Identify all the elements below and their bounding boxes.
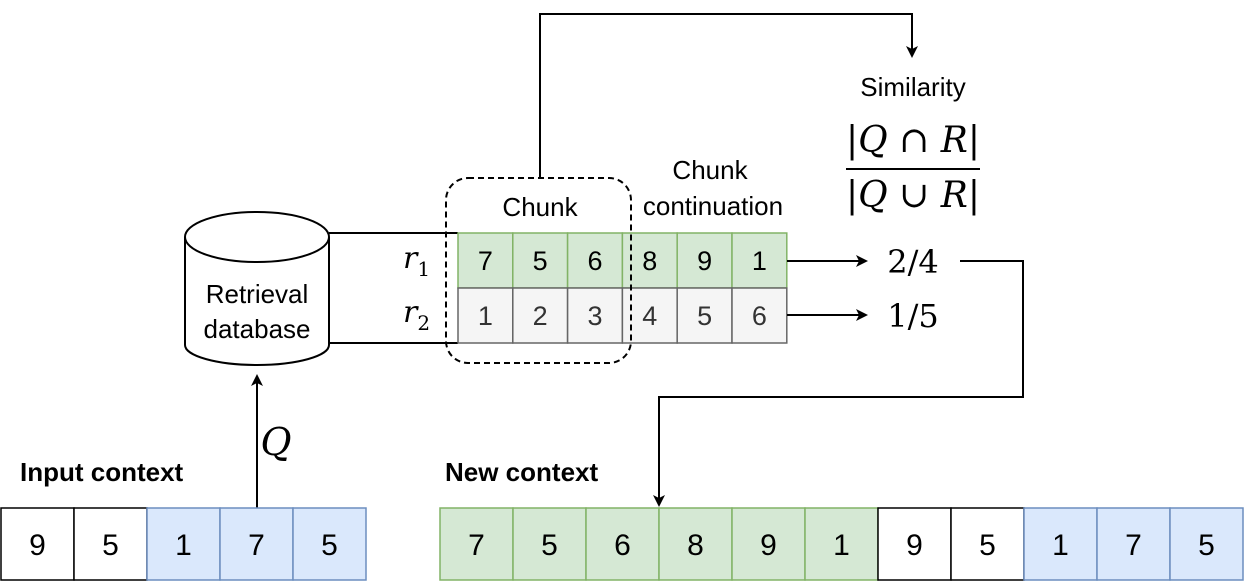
new-context-tokens: 7 5 6 8 9 1 9 5 1 7 5	[439, 507, 1244, 581]
input-token: 9	[0, 507, 75, 581]
input-token: 5	[292, 507, 367, 581]
token-value: 6	[752, 301, 767, 331]
token-value: 7	[1125, 529, 1142, 562]
token-value: 1	[478, 301, 493, 331]
similarity-numerator: |Q ∩ R|	[846, 120, 980, 161]
chunk-to-similarity-arrow	[539, 13, 918, 178]
token-value: 5	[321, 529, 338, 562]
input-context-title: Input context	[20, 457, 184, 487]
input-token: 1	[146, 507, 221, 581]
input-token: 5	[73, 507, 148, 581]
new-context-token: 6	[585, 507, 660, 581]
continuation-label-line2: continuation	[643, 191, 783, 221]
token-value: 6	[587, 246, 602, 276]
token-value: 5	[541, 529, 558, 562]
retrieved-chunks: 7 5 6 8 9 1 1 2 3 4 5 6	[457, 232, 788, 344]
new-context-token: 5	[512, 507, 587, 581]
retrieved-r1-token: 1	[731, 232, 788, 289]
retrieval-database: Retrieval database	[184, 211, 330, 366]
token-value: 7	[478, 246, 493, 276]
continuation-label-line1: Chunk	[672, 155, 748, 185]
token-value: 5	[979, 529, 996, 562]
token-value: 8	[687, 529, 704, 562]
token-value: 5	[102, 529, 119, 562]
r2-label: r2	[403, 295, 430, 335]
new-context-token: 1	[1023, 507, 1098, 581]
token-value: 9	[697, 246, 712, 276]
token-value: 8	[642, 246, 657, 276]
new-context-token: 7	[439, 507, 514, 581]
token-value: 5	[697, 301, 712, 331]
similarity-denominator: |Q ∪ R|	[846, 175, 980, 216]
similarity-title: Similarity	[860, 72, 965, 102]
retrieved-r2-token: 3	[566, 287, 624, 344]
best-chunk-to-new-context-arrow	[653, 260, 1024, 507]
chunk-highlight-box	[445, 177, 632, 364]
token-value: 9	[906, 529, 923, 562]
r1-score: 2/4	[887, 243, 939, 281]
database-label-line2: database	[204, 314, 311, 344]
token-value: 9	[29, 529, 46, 562]
token-value: 1	[175, 529, 192, 562]
retrieved-r1-token: 5	[512, 232, 569, 289]
new-context-token: 5	[950, 507, 1025, 581]
new-context-title: New context	[445, 457, 598, 487]
retrieved-r1-token: 7	[457, 232, 514, 289]
token-value: 7	[248, 529, 265, 562]
r1-label: r1	[403, 241, 430, 281]
retrieved-r1-token: 9	[676, 232, 733, 289]
retrieved-r2-token: 2	[512, 287, 569, 344]
token-value: 4	[642, 301, 657, 331]
new-context-token: 9	[731, 507, 806, 581]
token-value: 2	[533, 301, 548, 331]
input-token: 7	[219, 507, 294, 581]
database-label-line1: Retrieval	[206, 279, 309, 309]
new-context-token: 9	[877, 507, 952, 581]
token-value: 5	[1198, 529, 1215, 562]
new-context-token: 7	[1096, 507, 1171, 581]
retrieved-r1-token: 6	[566, 232, 624, 289]
new-context-token: 5	[1169, 507, 1244, 581]
new-context-token: 8	[658, 507, 733, 581]
new-context-token: 1	[804, 507, 879, 581]
chunk-label: Chunk	[502, 192, 578, 222]
token-value: 1	[752, 246, 767, 276]
retrieved-r2-token: 5	[676, 287, 733, 344]
r2-score: 1/5	[887, 297, 939, 335]
retrieved-r2-token: 1	[457, 287, 514, 344]
input-context-tokens: 9 5 1 7 5	[0, 507, 367, 581]
token-value: 5	[533, 246, 548, 276]
token-value: 3	[587, 301, 602, 331]
token-value: 1	[1052, 529, 1069, 562]
query-label: Q	[260, 420, 291, 464]
token-value: 6	[614, 529, 631, 562]
token-value: 1	[833, 529, 850, 562]
token-value: 7	[468, 529, 485, 562]
retrieved-r2-token: 6	[731, 287, 788, 344]
token-value: 9	[760, 529, 777, 562]
